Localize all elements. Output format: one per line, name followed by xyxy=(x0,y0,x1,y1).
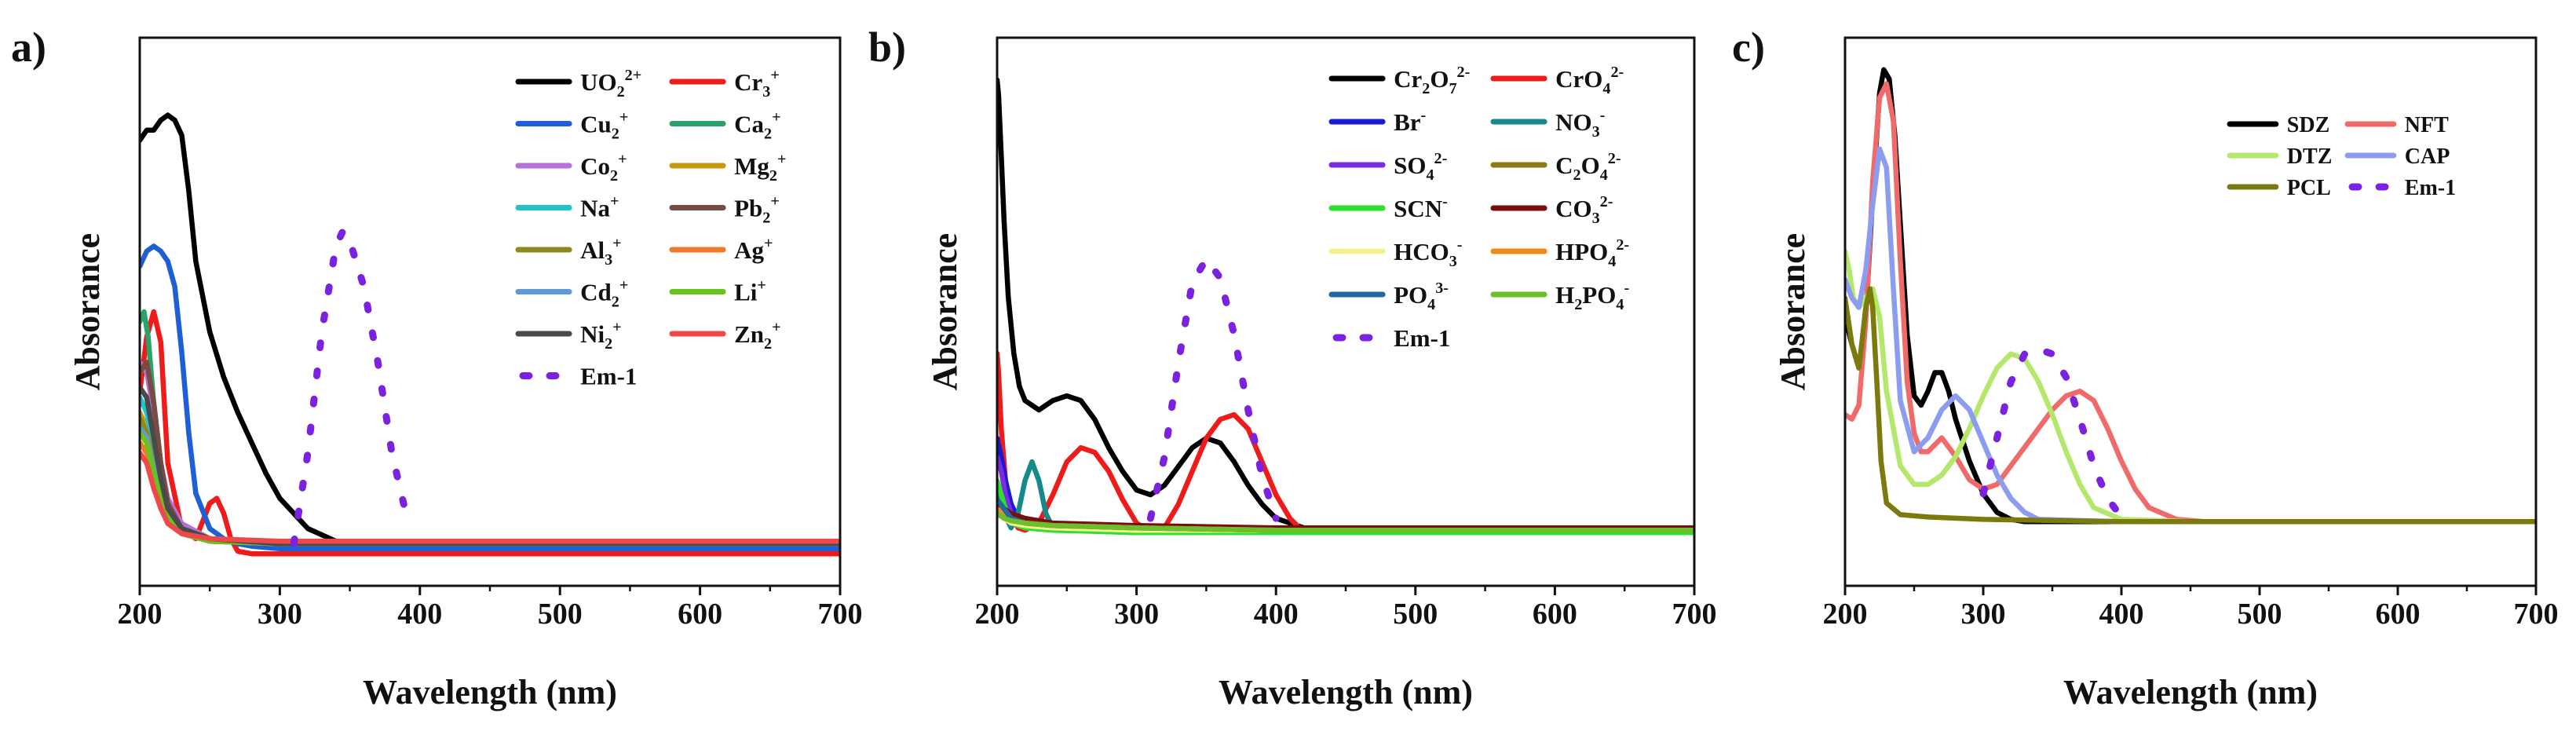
x-tick-label: 700 xyxy=(818,598,863,631)
legend-label: Na+​ xyxy=(580,193,619,222)
legend-label: HPO42-​ xyxy=(1555,236,1629,270)
series-line-cu2- xyxy=(140,243,840,552)
series-line-cr3- xyxy=(140,309,840,557)
series-line-cd2- xyxy=(140,425,840,547)
series-line-br- xyxy=(997,435,1694,531)
legend: Cr2O72-​ CrO42-​ Br-​ NO3-​ SO42-​ C2O42-​ SCN… xyxy=(1328,64,1629,352)
x-axis-label: Wavelength (nm) xyxy=(2063,673,2318,711)
legend-label: Em-1 xyxy=(2405,176,2456,200)
legend-label: Co2+​ xyxy=(580,151,627,185)
series-line-zn2- xyxy=(140,450,840,544)
legend-label: Li+​ xyxy=(734,277,766,306)
y-axis-label: Absorance xyxy=(68,233,107,390)
x-tick-label: 200 xyxy=(1823,598,1868,631)
legend-label: SO42-​ xyxy=(1394,150,1447,184)
legend-label: NFT xyxy=(2405,113,2449,137)
series-line-em-1 xyxy=(290,227,410,547)
legend-label: Ni2+​ xyxy=(580,319,622,353)
legend-label: Ca2+​ xyxy=(734,109,780,143)
x-tick-label: 400 xyxy=(1254,598,1299,631)
legend-label: Cu2+​ xyxy=(580,109,628,143)
legend-label: Cr3+​ xyxy=(734,67,780,101)
x-tick-label: 500 xyxy=(1393,598,1438,631)
series-line-sdz xyxy=(1845,67,2536,525)
x-tick-label: 300 xyxy=(258,598,302,631)
x-tick-label: 400 xyxy=(397,598,442,631)
x-tick-label: 500 xyxy=(2238,598,2282,631)
x-tick-label: 600 xyxy=(2376,598,2421,631)
series-line-nft xyxy=(1845,81,2536,525)
legend-label: PCL xyxy=(2287,176,2331,200)
chart-panel-a: 200 300 400 500 600 700 Wavelength (nm) Absoran… xyxy=(11,24,863,711)
series-line-co2- xyxy=(140,359,840,547)
legend-label: UO22+​ xyxy=(580,67,641,101)
legend-label: Zn2+​ xyxy=(734,319,780,353)
legend-label: SCN-​ xyxy=(1394,193,1448,222)
legend-label: NO3-​ xyxy=(1555,107,1605,141)
x-tick-label: 300 xyxy=(1961,598,2006,631)
legend-label: CO32-​ xyxy=(1555,193,1613,227)
series-line-pcl xyxy=(1845,286,2536,525)
series-line-h2po4- xyxy=(997,510,1694,533)
y-axis-label: Absorance xyxy=(1774,233,1812,390)
x-tick-label: 500 xyxy=(538,598,583,631)
x-tick-label: 200 xyxy=(118,598,163,631)
y-axis-label: Absorance xyxy=(926,233,964,390)
legend-label: Pb2+​ xyxy=(734,193,780,227)
legend-label: H2PO4-​ xyxy=(1555,280,1629,313)
series-line-co3-2- xyxy=(997,501,1694,531)
legend-label: CAP xyxy=(2405,144,2450,169)
series-line-pb2- xyxy=(140,359,840,547)
series-group xyxy=(140,112,840,557)
series-line-so4-2- xyxy=(997,454,1694,533)
legend-label: CrO42-​ xyxy=(1555,64,1624,97)
series-line-al3- xyxy=(140,415,840,547)
x-axis-label: Wavelength (nm) xyxy=(363,673,617,711)
series-line-em-1 xyxy=(1146,255,1280,522)
legend-label: SDZ xyxy=(2287,113,2329,137)
x-tick-label: 600 xyxy=(678,598,722,631)
legend-label: DTZ xyxy=(2287,144,2333,169)
legend-label: Cr2O72-​ xyxy=(1394,64,1470,97)
x-tick-label: 200 xyxy=(975,598,1020,631)
legend-label: PO43-​ xyxy=(1394,280,1449,313)
panel-label: b) xyxy=(868,24,906,71)
x-axis-label: Wavelength (nm) xyxy=(1219,673,1473,711)
legend-label: Em-1 xyxy=(580,363,637,390)
legend-label: Cd2+​ xyxy=(580,277,628,311)
panel-label: c) xyxy=(1732,24,1765,71)
legend-label: Al3+​ xyxy=(580,235,622,269)
x-tick-label: 300 xyxy=(1114,598,1159,631)
series-line-em-1 xyxy=(1979,346,2125,521)
chart-panel-c: 200 300 400 500 600 700 Wavelength (nm) Absoran… xyxy=(1732,24,2559,711)
series-line-ag- xyxy=(140,440,840,547)
legend-label: C2O42-​ xyxy=(1555,150,1621,184)
x-tick-label: 700 xyxy=(1672,598,1717,631)
x-tick-label: 600 xyxy=(1533,598,1577,631)
x-tick-label: 700 xyxy=(2514,598,2559,631)
panel-label: a) xyxy=(11,24,46,71)
chart-panel-b: 200 300 400 500 600 700 Wavelength (nm) Absoran… xyxy=(868,24,1717,711)
series-group xyxy=(997,77,1694,536)
legend-label: Ag+​ xyxy=(734,235,773,264)
legend-label: Br-​ xyxy=(1394,107,1426,136)
legend: UO22+​ Cr3+​ Cu2+​ Ca2+​ Co2+​ Mg2+​ Na+​ Pb2+​… xyxy=(515,67,786,390)
series-line-na- xyxy=(140,394,840,547)
legend-label: HCO3-​ xyxy=(1394,236,1462,270)
x-tick-label: 400 xyxy=(2099,598,2144,631)
series-line-li- xyxy=(140,430,840,547)
series-line-cro4-2- xyxy=(997,350,1694,536)
legend-label: Mg2+​ xyxy=(734,151,786,185)
series-group xyxy=(1845,67,2536,525)
legend: SDZ NFT DTZ CAP PCL Em-1 xyxy=(2227,113,2456,200)
legend-label: Em-1 xyxy=(1394,324,1450,352)
series-line-ni2- xyxy=(140,385,840,547)
